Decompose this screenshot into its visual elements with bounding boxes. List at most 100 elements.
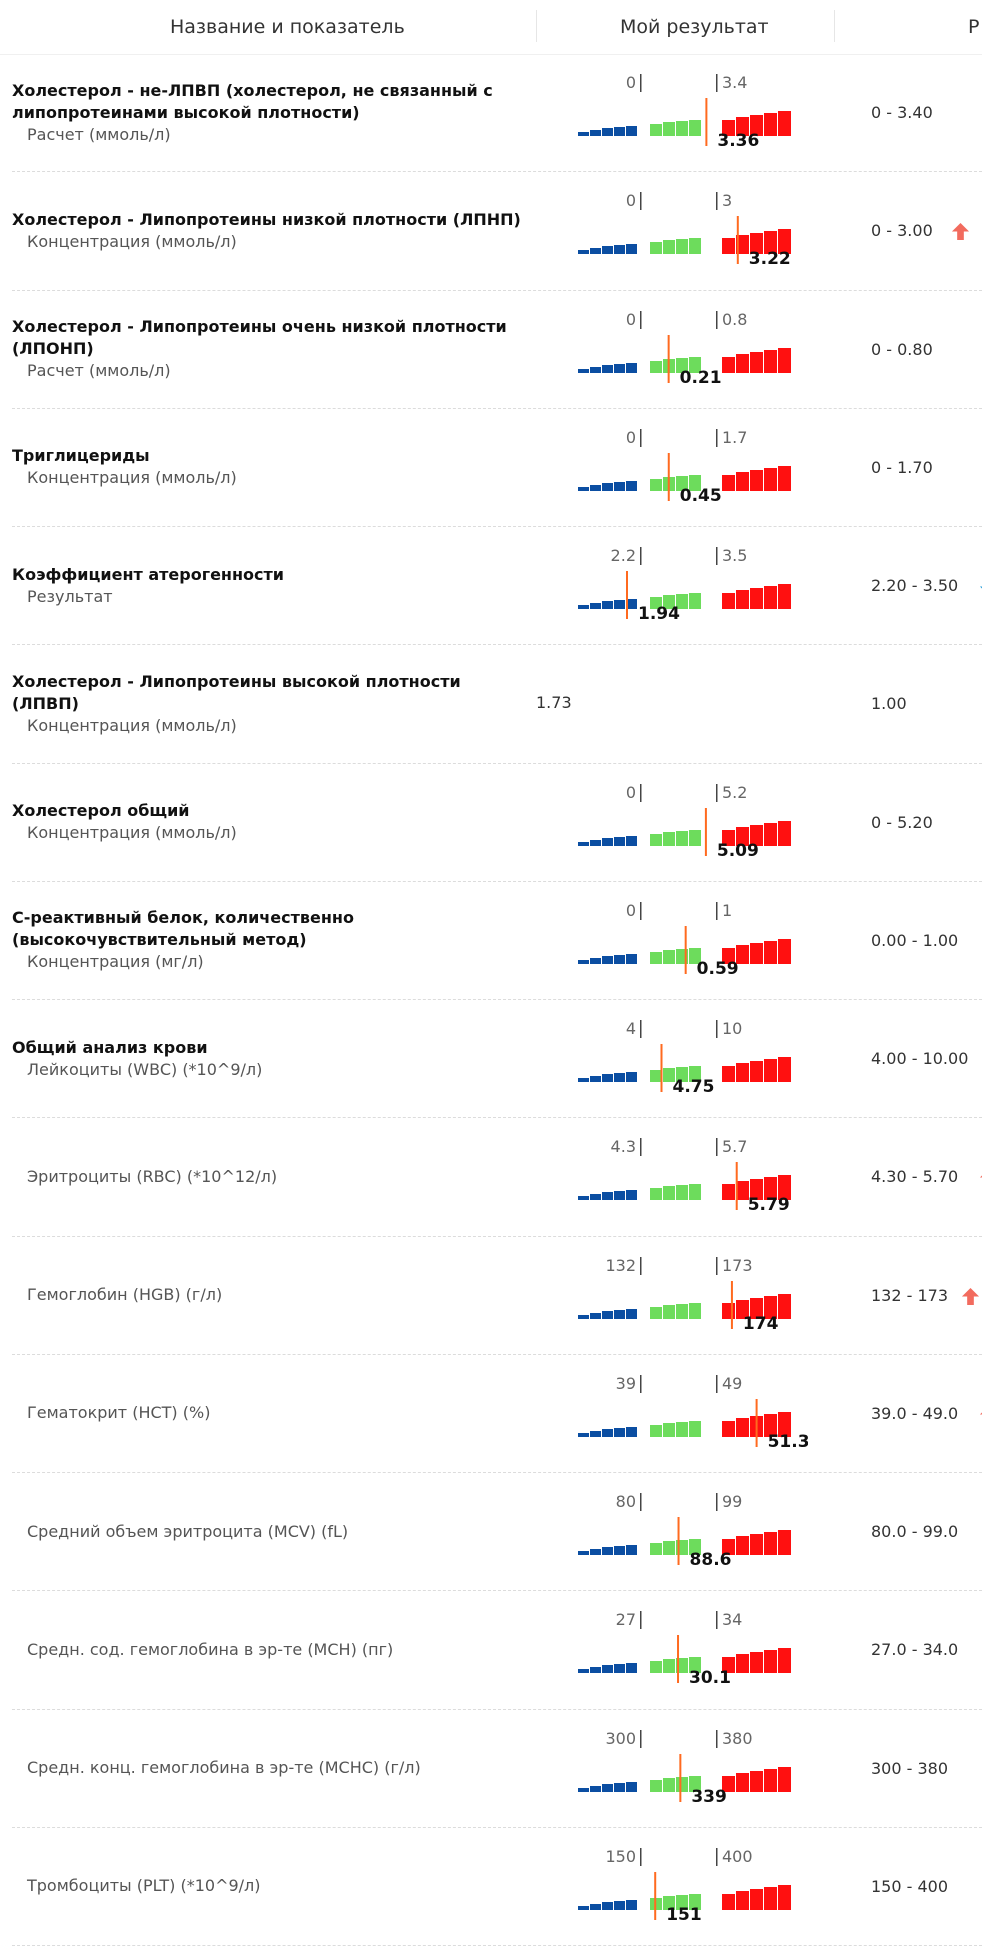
norm-high-label: 1 [722, 901, 732, 920]
table-row[interactable]: Общий анализ крови Лейкоциты (WBC) (*10^9… [12, 1000, 982, 1119]
result-marker [654, 1871, 657, 1920]
column-header-name[interactable]: Название и показатель [170, 16, 405, 38]
norm-high-label: 3.5 [722, 546, 747, 565]
bar-low [578, 1432, 589, 1437]
bar-high [736, 235, 749, 255]
bar-high [750, 824, 763, 846]
result-value: 3.22 [749, 249, 791, 268]
reference-range: 1.00 [871, 694, 907, 714]
bar-normal [676, 239, 688, 255]
bar-normal [650, 1543, 662, 1555]
test-subtitle: Концентрация (ммоль/л) [27, 823, 237, 843]
bar-low [578, 250, 589, 255]
bar-high [722, 356, 735, 373]
norm-low-tick [640, 1020, 642, 1038]
table-row[interactable]: С-реактивный белок, количественно (высоко… [12, 882, 982, 1000]
bar-normal [689, 1775, 701, 1792]
bar-normal [650, 478, 662, 491]
bar-low [602, 955, 613, 964]
norm-high-label: 380 [722, 1729, 753, 1748]
bar-low [578, 1787, 589, 1792]
norm-low-tick [640, 428, 642, 447]
norm-low-tick [640, 1611, 642, 1630]
table-row[interactable]: Средний объем эритроцита (MCV) (fL) 80 99 8… [12, 1473, 982, 1592]
table-row[interactable]: Холестерол общий Концентрация (ммоль/л) 0 5… [12, 764, 982, 882]
bar-normal [663, 240, 675, 255]
norm-high-tick [716, 1020, 718, 1038]
bar-normal [689, 474, 701, 491]
norm-high-label: 173 [722, 1256, 753, 1275]
test-subtitle: Средн. сод. гемоглобина в эр-те (MCH) (п… [27, 1639, 394, 1659]
norm-high-label: 5.2 [722, 783, 747, 802]
reference-range: 0.00 - 1.00 [871, 930, 959, 950]
column-divider [834, 10, 835, 42]
table-row[interactable]: Эритроциты (RBC) (*10^12/л) 4.3 5.7 5.79 4.3… [12, 1118, 982, 1237]
test-name-cell: Тромбоциты (PLT) (*10^9/л) [12, 1828, 532, 1945]
bar-high [750, 588, 763, 609]
norm-low-tick [640, 1729, 642, 1748]
test-name-cell: Общий анализ крови Лейкоциты (WBC) (*10^9… [12, 1000, 532, 1117]
table-row[interactable]: Холестерол - не-ЛПВП (холестерол, не свя… [12, 54, 982, 173]
bar-high [736, 1890, 749, 1910]
bar-low [614, 1309, 625, 1319]
norm-low-tick [640, 310, 642, 329]
bar-normal [650, 597, 662, 609]
bar-low [602, 1665, 613, 1674]
bar-high [750, 1179, 763, 1201]
bar-high [778, 229, 791, 255]
bar-normal [663, 831, 675, 846]
bar-high [736, 1417, 749, 1437]
table-row[interactable]: Гематокрит (HCT) (%) 39 49 51.3 39.0 - 49.0 [12, 1355, 982, 1473]
bar-normal [676, 1421, 688, 1437]
bar-high [750, 1061, 763, 1082]
bar-normal [676, 1067, 688, 1082]
norm-high-label: 3.4 [722, 73, 747, 92]
table-row[interactable]: Холестерол - Липопротеины очень низкой п… [12, 291, 982, 409]
norm-high-tick [716, 1138, 718, 1157]
bar-high [778, 1766, 791, 1792]
norm-high-tick [716, 74, 718, 92]
bar-high [778, 1530, 791, 1555]
table-row[interactable]: Тромбоциты (PLT) (*10^9/л) 150 400 151 150 -… [12, 1828, 982, 1946]
bar-low [626, 953, 637, 964]
bar-low [602, 1310, 613, 1319]
test-subtitle: Расчет (ммоль/л) [27, 361, 171, 381]
norm-low-label: 150 [605, 1847, 636, 1866]
result-gauge: 0 1.7 0.45 [578, 428, 791, 505]
test-title: липопротеинами высокой плотности) [12, 102, 360, 122]
reference-range: 300 - 380 [871, 1758, 949, 1778]
table-row[interactable]: Триглицериды Концентрация (ммоль/л) 0 1.7 0.… [12, 409, 982, 527]
norm-high-label: 34 [722, 1610, 742, 1629]
column-header-result[interactable]: Мой результат [620, 16, 769, 38]
table-row[interactable]: Средн. конц. гемоглобина в эр-те (MCHC) … [12, 1710, 982, 1828]
table-row[interactable]: Холестерол - Липопротеины низкой плотнос… [12, 172, 982, 291]
test-title: Холестерол - Липопротеины очень низкой п… [12, 317, 507, 337]
result-gauge: 0 10.59 [578, 901, 791, 978]
test-subtitle: Расчет (ммоль/л) [27, 124, 171, 144]
bar-high [750, 351, 763, 373]
reference-range: 39.0 - 49.0 [871, 1403, 959, 1423]
bar-high [750, 1652, 763, 1674]
test-subtitle: Средн. конц. гемоглобина в эр-те (MCHC) … [27, 1758, 421, 1778]
table-row[interactable]: Коэффициент атерогенности Результат 2.2 3.5… [12, 527, 982, 646]
norm-high-label: 5.7 [722, 1137, 747, 1156]
column-header-reference[interactable]: Р [968, 16, 980, 38]
norm-high-label: 99 [722, 1492, 742, 1511]
result-marker [736, 216, 739, 265]
bar-normal [689, 1657, 701, 1674]
bar-normal [676, 357, 688, 373]
bar-high [736, 1181, 749, 1201]
bar-high [764, 822, 777, 846]
reference-range: 2.20 - 3.50 [871, 576, 959, 596]
table-row[interactable]: Холестерол - Липопротеины высокой плотно… [12, 645, 982, 764]
table-row[interactable]: Средн. сод. гемоглобина в эр-те (MCH) (п… [12, 1591, 982, 1710]
bar-low [578, 1905, 589, 1910]
bar-normal [676, 1303, 688, 1319]
result-value: 88.6 [690, 1550, 732, 1569]
table-row[interactable]: Гемоглобин (HGB) (г/л) 132 173 174 132 - 173 [12, 1237, 982, 1355]
bar-low [614, 954, 625, 964]
bar-high [722, 947, 735, 964]
test-subtitle: Концентрация (мг/л) [27, 952, 204, 972]
norm-high-label: 49 [722, 1374, 742, 1393]
norm-low-label: 0 [626, 73, 636, 92]
